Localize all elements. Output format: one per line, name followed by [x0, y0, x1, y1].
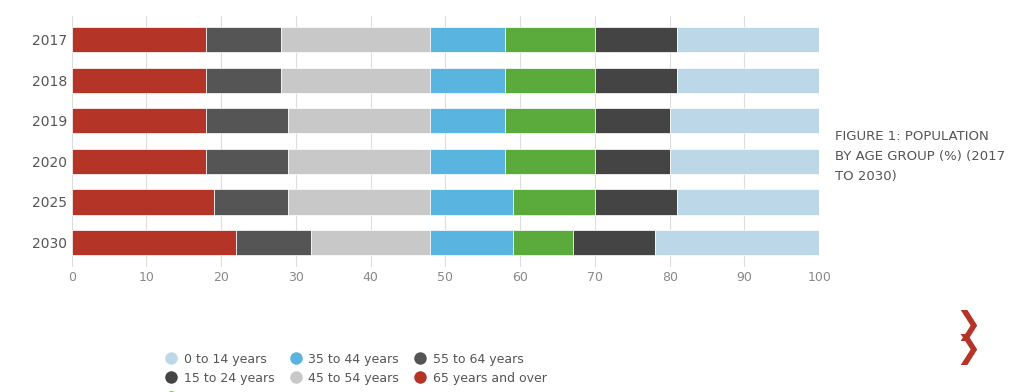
Bar	[505, 108, 595, 133]
Bar	[654, 230, 819, 255]
Bar	[206, 27, 281, 52]
Bar	[289, 149, 430, 174]
Bar	[311, 230, 430, 255]
Bar	[430, 189, 513, 214]
Legend: 0 to 14 years, 15 to 24 years, 25 to 34 years, 35 to 44 years, 45 to 54 years, 5: 0 to 14 years, 15 to 24 years, 25 to 34 …	[160, 348, 552, 392]
Bar	[430, 108, 505, 133]
Bar	[677, 189, 819, 214]
Bar	[237, 230, 311, 255]
Bar	[677, 27, 819, 52]
Bar	[670, 108, 819, 133]
Bar	[595, 27, 677, 52]
Bar	[430, 230, 513, 255]
Bar	[72, 189, 214, 214]
Bar	[505, 27, 595, 52]
Bar	[677, 68, 819, 93]
Bar	[72, 108, 206, 133]
Bar	[206, 108, 289, 133]
Bar	[430, 149, 505, 174]
Bar	[72, 27, 206, 52]
Text: ❯
❯: ❯ ❯	[955, 310, 980, 365]
Bar	[281, 27, 430, 52]
Bar	[214, 189, 289, 214]
Bar	[206, 68, 281, 93]
Bar	[430, 27, 505, 52]
Bar	[281, 68, 430, 93]
Bar	[505, 149, 595, 174]
Bar	[595, 189, 677, 214]
Bar	[430, 68, 505, 93]
Bar	[289, 108, 430, 133]
Bar	[513, 230, 572, 255]
Bar	[289, 189, 430, 214]
Bar	[72, 230, 237, 255]
Text: FIGURE 1: POPULATION
BY AGE GROUP (%) (2017
TO 2030): FIGURE 1: POPULATION BY AGE GROUP (%) (2…	[835, 130, 1005, 183]
Bar	[595, 149, 670, 174]
Bar	[505, 68, 595, 93]
Bar	[72, 149, 206, 174]
Bar	[595, 108, 670, 133]
Bar	[513, 189, 595, 214]
Bar	[595, 68, 677, 93]
Bar	[670, 149, 819, 174]
Bar	[572, 230, 654, 255]
Bar	[72, 68, 206, 93]
Bar	[206, 149, 289, 174]
